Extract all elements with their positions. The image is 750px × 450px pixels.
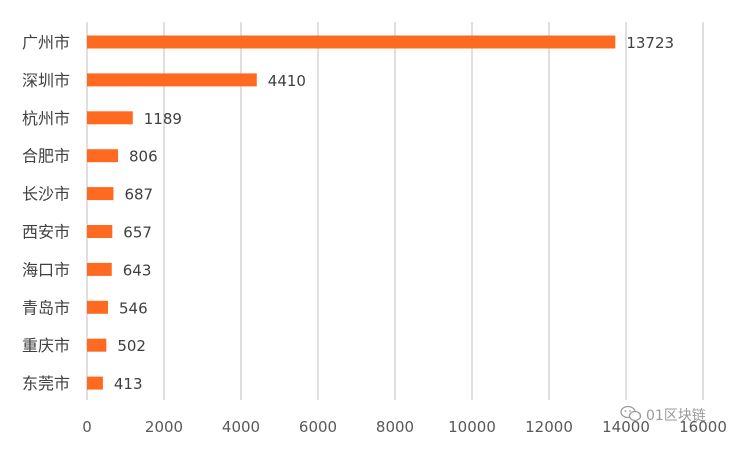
x-tick-label: 0 <box>82 418 92 436</box>
category-label: 合肥市 <box>22 147 70 166</box>
bars <box>87 35 616 390</box>
bar <box>87 187 114 201</box>
bar <box>87 111 133 125</box>
data-label: 657 <box>123 224 152 242</box>
bar <box>87 338 107 352</box>
category-label: 长沙市 <box>22 185 70 204</box>
category-label: 青岛市 <box>22 298 70 317</box>
bar <box>87 35 616 49</box>
x-tick-label: 10000 <box>448 418 496 436</box>
data-label: 13723 <box>626 34 674 52</box>
x-tick-label: 8000 <box>376 418 414 436</box>
category-label: 东莞市 <box>22 374 70 393</box>
watermark: 01区块链 <box>620 405 706 424</box>
data-label: 546 <box>119 299 148 317</box>
category-label: 西安市 <box>22 223 70 242</box>
data-label: 687 <box>124 186 153 204</box>
watermark-text: 01区块链 <box>646 408 706 424</box>
bar <box>87 149 119 163</box>
wechat-icon <box>620 405 642 422</box>
category-label: 海口市 <box>22 260 70 279</box>
category-label: 广州市 <box>22 33 70 52</box>
bar <box>87 376 103 390</box>
category-label: 深圳市 <box>22 71 70 90</box>
data-label: 4410 <box>268 72 306 90</box>
labels: 0 2000 4000 6000 8000 10000 12000 14000 16000 广州市… <box>22 33 727 436</box>
category-label: 杭州市 <box>22 109 70 128</box>
data-label: 643 <box>123 261 152 279</box>
data-label: 413 <box>114 375 143 393</box>
category-label: 重庆市 <box>22 336 70 355</box>
bar <box>87 73 257 87</box>
x-tick-label: 6000 <box>299 418 337 436</box>
data-label: 1189 <box>144 110 182 128</box>
x-tick-label: 14000 <box>602 418 650 436</box>
bar <box>87 262 112 276</box>
x-tick-label: 16000 <box>679 418 727 436</box>
bar <box>87 300 109 314</box>
bar <box>87 225 113 238</box>
x-tick-label: 12000 <box>525 418 573 436</box>
x-tick-label: 2000 <box>145 418 183 436</box>
data-label: 502 <box>117 337 146 355</box>
x-tick-label: 4000 <box>222 418 260 436</box>
data-label: 806 <box>129 148 158 166</box>
